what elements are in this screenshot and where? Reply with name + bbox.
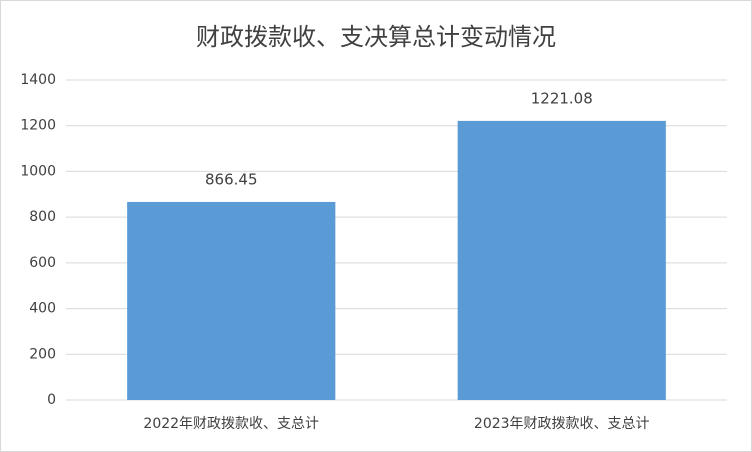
x-tick-label: 2023年财政拨款收、支总计 [474,416,650,432]
y-tick-label: 1200 [20,118,56,134]
bar [127,201,336,400]
y-tick-label: 200 [29,346,56,362]
data-label: 1221.08 [531,89,593,107]
x-tick-label: 2022年财政拨款收、支总计 [143,416,319,432]
data-label: 866.45 [205,170,258,188]
y-tick-label: 800 [29,209,56,225]
y-tick-label: 0 [47,392,56,408]
y-tick-label: 1000 [20,163,56,179]
bar [457,120,666,401]
chart-title: 财政拨款收、支决算总计变动情况 [196,23,556,51]
y-tick-label: 600 [29,255,56,271]
y-tick-label: 400 [29,301,56,317]
y-tick-label: 1400 [20,72,56,88]
